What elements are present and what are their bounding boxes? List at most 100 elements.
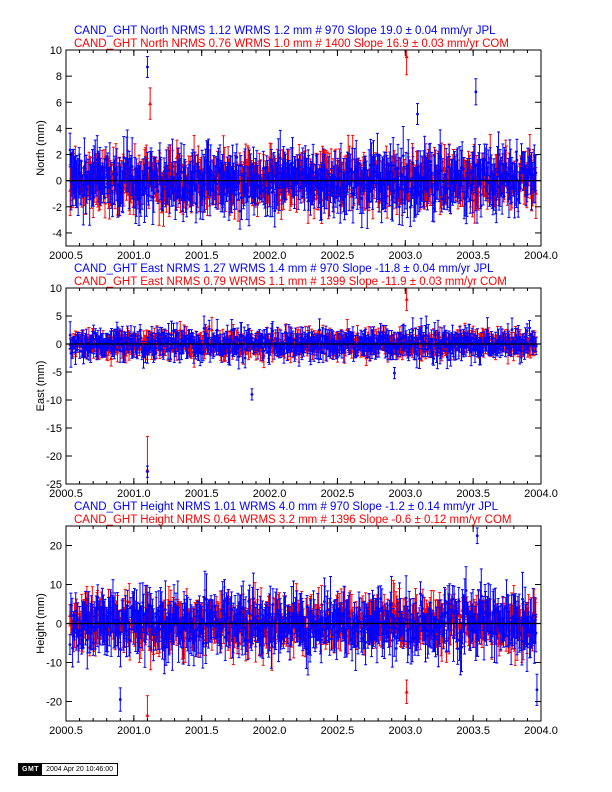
data-point [442,190,446,194]
data-point [468,171,472,174]
y-tick-label: 10 [50,45,62,57]
data-point [391,195,394,199]
data-point [494,198,498,201]
data-point [416,112,419,116]
data-point [132,191,135,194]
data-point [214,191,218,195]
data-point [240,196,243,200]
data-point [446,196,450,199]
data-point [515,158,519,162]
x-tick-label: 2001.5 [185,250,219,262]
data-point [439,169,443,172]
chart-title: CAND_GHT North NRMS 1.12 WRMS 1.2 mm # 9… [74,25,496,37]
data-point [375,182,378,186]
data-point [373,170,377,174]
data-point [396,167,400,171]
data-point [269,164,273,168]
data-point [333,175,337,179]
data-point [466,176,470,180]
x-tick-label: 2002.5 [321,250,355,262]
data-point [312,193,316,197]
data-point [497,153,500,156]
data-point [246,188,249,192]
data-point [411,161,415,165]
data-point [430,172,434,175]
data-point [209,327,214,332]
data-point [389,163,392,167]
data-point [233,172,237,176]
data-point [506,172,510,176]
data-point [195,186,199,190]
data-point [424,177,427,181]
data-point [146,65,149,69]
data-point [355,183,359,187]
data-point [222,192,226,196]
x-tick-label: 2004.0 [524,250,558,262]
y-tick-label: -4 [52,228,62,240]
data-point [277,186,281,190]
data-point [124,167,128,170]
data-point [68,148,72,152]
chart-panel: CAND_GHT North NRMS 1.12 WRMS 1.2 mm # 9… [35,25,558,262]
data-point [519,177,523,180]
data-point [243,171,247,175]
data-point [252,173,255,177]
data-point [408,205,412,209]
data-point [278,156,282,160]
data-point [416,171,420,175]
data-point [223,173,227,177]
data-point [513,189,516,193]
chart-panel: CAND_GHT East NRMS 1.27 WRMS 1.4 mm # 97… [35,263,558,500]
data-point [240,181,244,185]
data-point [343,195,346,199]
data-layer [68,288,538,484]
data-point [161,187,165,191]
data-point [513,175,517,179]
data-point [404,54,409,59]
data-point [115,173,119,176]
y-tick-label: 6 [56,97,62,109]
data-point [108,166,112,170]
data-point [85,187,89,191]
data-point [410,186,414,190]
data-point [217,158,220,162]
data-layer [68,50,538,230]
data-point [400,198,404,202]
data-point [209,169,213,172]
data-point [103,200,108,205]
data-point [115,349,120,354]
data-point [145,186,148,190]
data-point [475,192,479,196]
data-point [319,189,323,193]
data-point [81,195,85,198]
data-point [235,155,239,159]
data-point [334,195,338,199]
data-point [471,182,475,185]
data-point [337,177,341,180]
data-point [191,170,195,174]
data-point [103,185,107,189]
x-tick-label: 2003.0 [388,250,422,262]
data-point [80,175,83,179]
data-point [338,203,342,207]
data-point [268,186,272,190]
chart-title: CAND_GHT East NRMS 1.27 WRMS 1.4 mm # 97… [74,263,494,275]
data-point [238,209,242,213]
data-point [239,164,243,167]
data-point [152,174,156,178]
data-point [148,101,153,106]
data-point [156,189,160,193]
y-tick-label: 2 [56,150,62,162]
data-point [479,182,482,186]
data-point [518,182,522,186]
x-tick-label: 2001.0 [117,250,151,262]
data-point [367,177,371,181]
y-tick-label: -2 [52,202,62,214]
data-point [215,182,219,186]
data-point [388,187,392,190]
data-point [431,201,435,204]
plot-frame [65,49,542,247]
data-point [143,192,146,196]
y-tick-label: 0 [56,176,62,188]
